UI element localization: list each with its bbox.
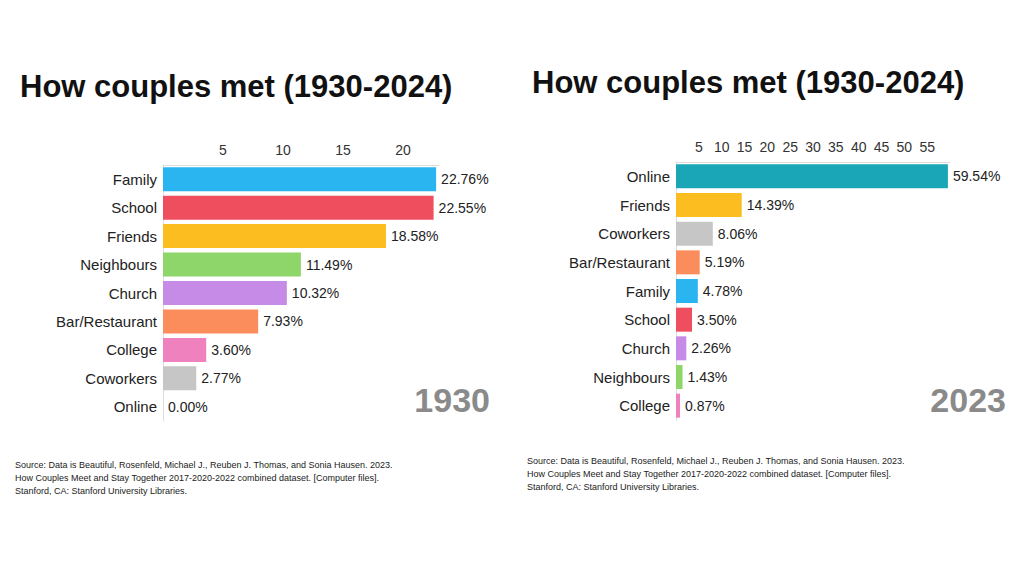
svg-text:50: 50 xyxy=(897,139,913,155)
svg-text:Neighbours: Neighbours xyxy=(80,256,157,273)
svg-text:Source: Data is Beautiful, Ros: Source: Data is Beautiful, Rosenfeld, Mi… xyxy=(15,460,393,470)
svg-text:55: 55 xyxy=(919,139,935,155)
svg-text:Neighbours: Neighbours xyxy=(593,369,670,386)
svg-text:Church: Church xyxy=(109,285,157,302)
svg-text:22.76%: 22.76% xyxy=(441,171,488,187)
svg-text:How Couples Meet and Stay Toge: How Couples Meet and Stay Together 2017-… xyxy=(527,469,891,479)
svg-text:15: 15 xyxy=(737,139,753,155)
svg-text:30: 30 xyxy=(805,139,821,155)
svg-text:18.58%: 18.58% xyxy=(391,228,438,244)
svg-text:11.49%: 11.49% xyxy=(306,257,352,273)
svg-text:Bar/Restaurant: Bar/Restaurant xyxy=(569,254,671,271)
svg-text:School: School xyxy=(111,199,157,216)
svg-text:35: 35 xyxy=(828,139,844,155)
svg-text:10.32%: 10.32% xyxy=(292,285,339,301)
svg-text:Stanford, CA: Stanford Univers: Stanford, CA: Stanford University Librar… xyxy=(527,482,699,492)
svg-text:15: 15 xyxy=(335,142,351,158)
svg-text:School: School xyxy=(624,311,670,328)
svg-text:5: 5 xyxy=(695,139,703,155)
svg-text:0.87%: 0.87% xyxy=(685,398,725,414)
svg-text:10: 10 xyxy=(714,139,730,155)
svg-text:45: 45 xyxy=(874,139,890,155)
svg-text:Family: Family xyxy=(113,171,158,188)
svg-text:3.50%: 3.50% xyxy=(697,312,737,328)
svg-text:0.00%: 0.00% xyxy=(168,399,208,415)
svg-text:2.26%: 2.26% xyxy=(691,340,731,356)
svg-text:5: 5 xyxy=(219,142,227,158)
svg-text:How Couples Meet and Stay Toge: How Couples Meet and Stay Together 2017-… xyxy=(15,473,379,483)
svg-text:2023: 2023 xyxy=(930,381,1006,419)
svg-text:4.78%: 4.78% xyxy=(703,283,743,299)
svg-text:7.93%: 7.93% xyxy=(263,313,303,329)
svg-text:How couples met (1930-2024): How couples met (1930-2024) xyxy=(532,65,964,100)
svg-text:2.77%: 2.77% xyxy=(201,370,241,386)
svg-text:College: College xyxy=(106,341,157,358)
svg-text:3.60%: 3.60% xyxy=(211,342,251,358)
svg-text:Stanford, CA: Stanford Univers: Stanford, CA: Stanford University Librar… xyxy=(15,486,187,496)
svg-text:5.19%: 5.19% xyxy=(705,254,745,270)
svg-text:8.06%: 8.06% xyxy=(718,226,758,242)
svg-text:25: 25 xyxy=(782,139,798,155)
svg-text:Online: Online xyxy=(114,398,157,415)
svg-text:Church: Church xyxy=(622,340,670,357)
svg-text:Source: Data is Beautiful, Ros: Source: Data is Beautiful, Rosenfeld, Mi… xyxy=(527,456,905,466)
svg-text:Online: Online xyxy=(627,168,670,185)
svg-text:College: College xyxy=(619,397,670,414)
svg-text:20: 20 xyxy=(395,142,411,158)
svg-text:Bar/Restaurant: Bar/Restaurant xyxy=(56,313,158,330)
svg-text:1930: 1930 xyxy=(414,381,490,419)
svg-text:Friends: Friends xyxy=(107,228,157,245)
svg-text:Friends: Friends xyxy=(620,197,670,214)
svg-text:14.39%: 14.39% xyxy=(747,197,794,213)
svg-text:20: 20 xyxy=(760,139,776,155)
svg-text:40: 40 xyxy=(851,139,867,155)
svg-text:How couples met (1930-2024): How couples met (1930-2024) xyxy=(20,69,452,104)
svg-text:10: 10 xyxy=(275,142,291,158)
svg-text:Family: Family xyxy=(626,283,671,300)
svg-text:Coworkers: Coworkers xyxy=(598,225,670,242)
svg-text:1.43%: 1.43% xyxy=(688,369,728,385)
svg-text:Coworkers: Coworkers xyxy=(85,370,157,387)
svg-text:59.54%: 59.54% xyxy=(953,168,1000,184)
svg-text:22.55%: 22.55% xyxy=(439,200,486,216)
